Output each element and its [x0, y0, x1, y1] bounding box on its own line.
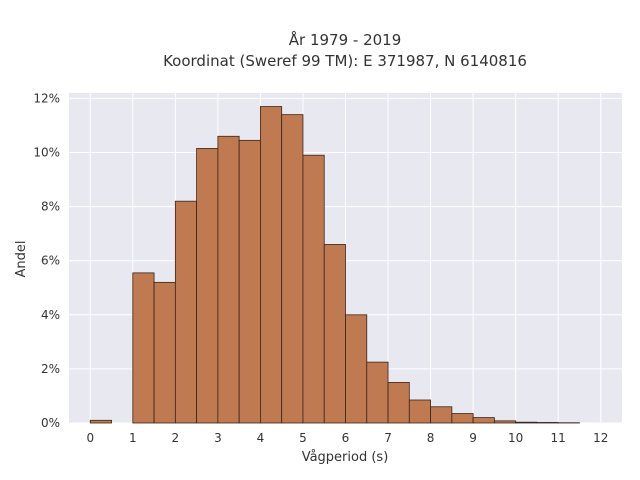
y-tick-label: 2% [41, 362, 60, 376]
histogram-bar [430, 406, 453, 424]
histogram-bar [515, 421, 538, 424]
histogram-bar [89, 419, 112, 424]
y-tick-label: 0% [41, 416, 60, 430]
x-tick-label: 9 [469, 431, 477, 445]
histogram-bar [281, 114, 304, 424]
histogram-bar [302, 154, 325, 424]
x-tick-label: 1 [129, 431, 137, 445]
x-tick-label: 5 [299, 431, 307, 445]
histogram-bar [153, 281, 176, 424]
chart-title-line2: Koordinat (Sweref 99 TM): E 371987, N 61… [163, 52, 527, 70]
x-tick-label: 7 [384, 431, 392, 445]
y-axis-ticks: 0% 2% 4% 6% 8% 10% 12% [33, 91, 60, 430]
x-tick-label: 10 [508, 431, 523, 445]
y-tick-label: 10% [33, 146, 60, 160]
histogram-bar [493, 420, 517, 424]
x-tick-label: 12 [593, 431, 608, 445]
x-tick-label: 0 [86, 431, 94, 445]
y-axis-label: Andel [14, 241, 29, 278]
y-tick-label: 8% [41, 200, 60, 214]
histogram-bar [366, 361, 389, 424]
histogram-bar [451, 413, 474, 424]
histogram-bar [345, 314, 368, 424]
histogram-bar [387, 382, 410, 424]
histogram-bar [472, 417, 495, 424]
histogram-bar [408, 399, 431, 424]
x-tick-label: 11 [551, 431, 566, 445]
x-tick-label: 4 [257, 431, 265, 445]
histogram-bar [238, 139, 261, 424]
histogram-bar [260, 106, 283, 424]
histogram-bar [323, 244, 346, 424]
histogram-bar [536, 422, 559, 424]
chart-title-line1: År 1979 - 2019 [289, 30, 402, 49]
x-tick-label: 6 [342, 431, 350, 445]
y-tick-label: 12% [33, 91, 60, 105]
y-tick-label: 6% [41, 254, 60, 268]
x-tick-label: 2 [172, 431, 180, 445]
x-tick-label: 8 [427, 431, 435, 445]
histogram-bar [196, 148, 219, 424]
bars [89, 106, 580, 424]
histogram-bar [217, 135, 240, 424]
y-tick-label: 4% [41, 308, 60, 322]
x-axis-ticks: 0 1 2 3 4 5 6 7 8 9 10 11 12 [86, 431, 608, 445]
histogram-bar [174, 200, 198, 424]
histogram-bar [132, 272, 155, 424]
x-tick-label: 3 [214, 431, 222, 445]
x-axis-label: Vågperiod (s) [302, 450, 389, 465]
